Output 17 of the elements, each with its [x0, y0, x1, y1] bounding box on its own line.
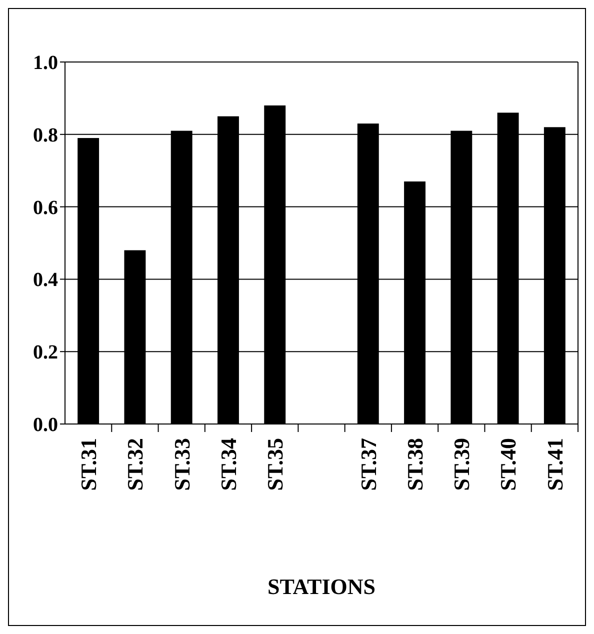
x-tick-label: ST.34 — [216, 438, 241, 491]
x-tick-label: ST.41 — [542, 438, 568, 491]
x-tick-label: ST.40 — [496, 438, 521, 491]
y-tick-label: 0.0 — [33, 414, 58, 436]
x-axis-title: STATIONS — [267, 574, 376, 599]
x-tick-label: ST.39 — [449, 438, 474, 491]
x-tick-label: ST.33 — [169, 438, 194, 491]
x-tick-label: ST.31 — [76, 438, 102, 491]
y-tick-label: 0.8 — [33, 124, 58, 146]
x-tick-label: ST.32 — [122, 438, 148, 491]
y-tick-label: 0.6 — [33, 196, 58, 219]
x-tick-label: ST.38 — [402, 438, 428, 491]
y-tick-label: 0.2 — [33, 342, 58, 364]
y-tick-label: 0.4 — [33, 269, 58, 292]
x-tick-label: ST.35 — [262, 438, 288, 491]
y-tick-label: 1.0 — [33, 52, 58, 74]
x-tick-label: ST.37 — [356, 438, 381, 491]
